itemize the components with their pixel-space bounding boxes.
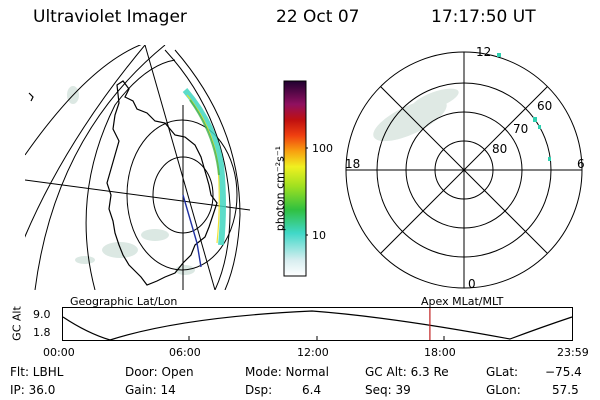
orbit-ytick-1-8: 1.8 [33,326,51,339]
colorbar-unit-label: photon cm⁻²s⁻¹ [273,145,287,232]
faint-emission [373,88,459,142]
orbit-xtick-1200: 12:00 [297,346,329,359]
instrument-title: Ultraviolet Imager [33,7,187,27]
status-seq: Seq: 39 [365,383,411,397]
status-mode: Mode: Normal [245,365,329,379]
status-glat-value: −75.4 [545,365,582,379]
lat-label-70: 70 [513,122,529,136]
date-label: 22 Oct 07 [276,7,360,27]
status-dsp-label: Dsp: [245,383,273,397]
lat-label-80: 80 [492,142,508,156]
polar-mlt-panel [345,51,583,289]
orbit-ytick-9: 9.0 [33,308,51,321]
geographic-map-panel [25,45,250,290]
lat-label-60: 60 [537,99,553,113]
orbit-xtick-0600: 06:00 [169,346,201,359]
status-ip: IP: 36.0 [10,383,56,397]
orbit-xtick-0000: 00:00 [43,346,75,359]
time-label: 17:17:50 UT [431,7,536,27]
colorbar-tick-100: 100 [312,142,333,155]
color-scale-bar [283,80,308,277]
status-flt: Flt: LBHL [10,365,64,379]
status-glat-label: GLat: [486,365,519,379]
ground-track [182,194,202,268]
dayglow-patches [67,86,195,275]
apex-coords-label: Apex MLat/MLT [421,295,504,308]
status-gc-alt: GC Alt: 6.3 Re [365,365,449,379]
status-gain: Gain: 14 [125,383,176,397]
mlt-label-12: 12 [476,45,492,59]
coastline [106,80,218,286]
auroral-spots [497,53,551,161]
orbit-altitude-plot [62,307,573,341]
orbit-ylabel: GC Alt [10,306,24,341]
orbit-xtick-1800: 18:00 [424,346,456,359]
mlt-label-6: 6 [577,157,585,171]
status-glon-value: 57.5 [552,383,579,397]
mlt-label-0: 0 [468,277,476,291]
status-dsp-value: 6.4 [302,383,322,397]
auroral-arc [182,88,226,246]
status-door: Door: Open [125,365,194,379]
status-glon-label: GLon: [486,383,521,397]
altitude-curve [62,310,573,341]
colorbar-tick-10: 10 [312,229,326,242]
mlt-label-18: 18 [345,157,361,171]
orbit-xtick-2359: 23:59 [557,346,589,359]
geographic-coords-label: Geographic Lat/Lon [70,295,178,308]
